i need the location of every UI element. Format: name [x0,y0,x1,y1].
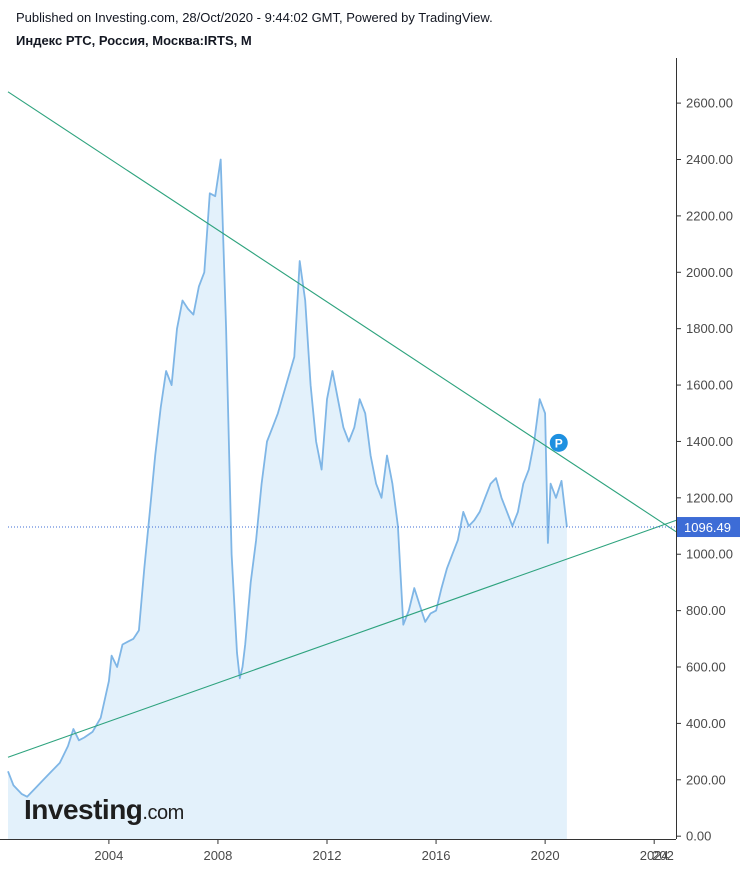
x-tick-label: 2012 [313,848,342,863]
last-price-label: 1096.49 [677,517,740,538]
chart-title: Индекс РТС, Россия, Москва:IRTS, M [16,33,252,48]
x-tick-label: 2024 [640,848,669,863]
y-tick-label: 0.00 [686,829,711,844]
support-trendline[interactable] [7,519,677,758]
y-tick-label: 2000.00 [686,265,733,280]
y-tick-label: 1200.00 [686,490,733,505]
event-marker-label: P [555,436,563,450]
published-header: Published on Investing.com, 28/Oct/2020 … [16,10,493,25]
price-area [8,159,567,839]
y-tick-label: 1600.00 [686,378,733,393]
y-tick-label: 400.00 [686,716,726,731]
price-line[interactable] [7,158,568,798]
y-tick-label: 200.00 [686,772,726,787]
x-tick-label: 2004 [94,848,123,863]
y-tick-label: 2600.00 [686,96,733,111]
y-tick-label: 2200.00 [686,208,733,223]
x-tick-label: 2016 [422,848,451,863]
resistance-trendline[interactable] [7,91,677,533]
y-tick-label: 1400.00 [686,434,733,449]
x-tick-label: 2020 [531,848,560,863]
event-marker[interactable]: P [549,433,568,452]
y-tick-label: 1000.00 [686,547,733,562]
x-tick-label: 2008 [203,848,232,863]
y-tick-label: 2400.00 [686,152,733,167]
last-price-value: 1096.49 [684,520,731,535]
y-tick-label: 600.00 [686,660,726,675]
y-tick-label: 800.00 [686,603,726,618]
x-tick-label: 202 [652,848,674,863]
y-tick-label: 1800.00 [686,321,733,336]
investing-logo: Investing.com [24,794,184,825]
